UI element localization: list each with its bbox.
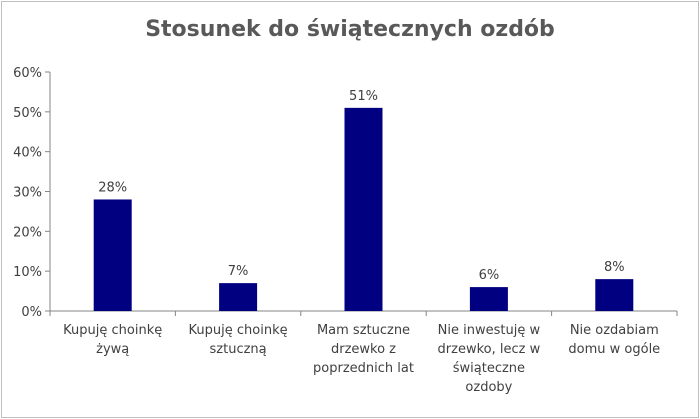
- data-label: 51%: [349, 89, 378, 104]
- data-label: 7%: [228, 264, 249, 279]
- bar: [595, 279, 634, 311]
- category-label: drzewko z: [331, 342, 396, 357]
- category-label: świąteczne: [453, 361, 525, 376]
- category-label: drzewko, lecz w: [438, 342, 541, 357]
- y-tick-label: 10%: [13, 265, 42, 280]
- category-label: Kupuję choinkę: [63, 323, 162, 338]
- data-label: 28%: [98, 180, 127, 195]
- category-label: żywą: [96, 342, 129, 357]
- category-label: Nie inwestuję w: [438, 323, 541, 338]
- bar: [469, 287, 508, 311]
- y-tick-label: 20%: [13, 225, 42, 240]
- bar: [344, 107, 383, 311]
- bar: [219, 283, 258, 311]
- y-tick-label: 30%: [13, 186, 42, 201]
- y-tick-label: 50%: [13, 106, 42, 121]
- category-label: poprzednich lat: [313, 361, 414, 376]
- bar: [93, 199, 132, 311]
- category-label: sztuczną: [210, 342, 267, 357]
- category-label: Kupuję choinkę: [189, 323, 288, 338]
- category-label: Nie ozdabiam: [570, 323, 659, 338]
- chart-title: Stosunek do świątecznych ozdób: [145, 17, 555, 42]
- category-label: Mam sztuczne: [317, 323, 410, 338]
- category-label: ozdoby: [465, 380, 512, 395]
- y-tick-label: 60%: [13, 66, 42, 81]
- data-label: 8%: [604, 260, 625, 275]
- y-tick-label: 40%: [13, 146, 42, 161]
- y-tick-label: 0%: [21, 305, 42, 320]
- category-label: domu w ogóle: [568, 342, 660, 357]
- data-label: 6%: [479, 268, 500, 283]
